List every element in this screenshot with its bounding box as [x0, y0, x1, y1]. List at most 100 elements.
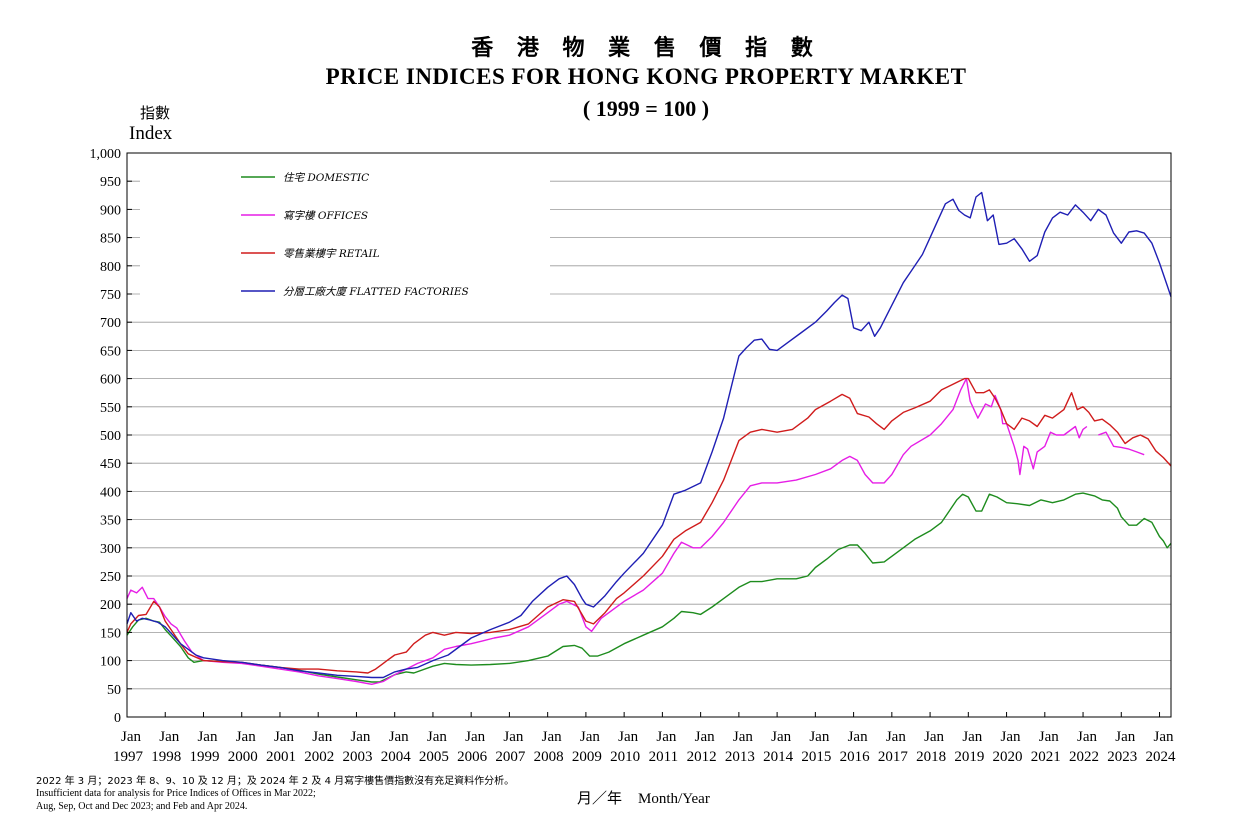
x-tick-label-month: Jan [962, 729, 982, 745]
series-line [126, 377, 1088, 685]
x-tick-label-year: 2023 [1107, 749, 1137, 765]
x-tick-label-month: Jan [656, 729, 676, 745]
x-axis-ticks: Jan 1997 Jan 1998 Jan 1999 Jan 2000 Jan 2001 Jan 20… [113, 712, 1176, 765]
x-tick-label-year: 2002 [304, 749, 334, 765]
y-axis-ticks: 0 50 100 150 200 250 300 350 400 450 500 550 600 650 7… [90, 147, 132, 726]
y-tick-label: 450 [100, 457, 121, 472]
x-tick-label-year: 2017 [878, 749, 909, 765]
x-tick-label-year: 2012 [687, 749, 717, 765]
y-tick-label: 100 [100, 655, 121, 670]
x-tick-label-year: 2016 [840, 749, 871, 765]
x-tick-label-month: Jan [542, 729, 562, 745]
x-tick-label-year: 1999 [189, 749, 219, 765]
y-tick-label: 600 [100, 373, 121, 388]
y-tick-label: 350 [100, 514, 121, 529]
x-tick-label-month: Jan [465, 729, 485, 745]
y-tick-label: 200 [100, 598, 121, 613]
x-tick-label-year: 2021 [1031, 749, 1061, 765]
x-tick-label-year: 2018 [916, 749, 946, 765]
x-tick-label-year: 2019 [954, 749, 984, 765]
x-tick-label-year: 2001 [266, 749, 296, 765]
x-tick-label-year: 2004 [381, 749, 412, 765]
y-tick-label: 1,000 [90, 147, 122, 162]
x-axis-label-chinese: 月／年 [577, 789, 623, 807]
x-tick-label-month: Jan [159, 729, 179, 745]
chart-subtitle: ( 1999 = 100 ) [582, 96, 710, 121]
x-tick-label-month: Jan [197, 729, 217, 745]
y-tick-label: 50 [107, 683, 121, 698]
x-tick-label-month: Jan [809, 729, 829, 745]
x-tick-label-month: Jan [1115, 729, 1135, 745]
series-line [1098, 431, 1145, 456]
series-line [126, 492, 1172, 683]
x-axis-label: 月／年 Month/Year [577, 787, 710, 808]
legend-label: 分層工廠大廈 FLATTED FACTORIES [283, 285, 469, 298]
note-chinese: 2022 年 3 月；2023 年 8、9、10 及 12 月；及 2024 年… [36, 776, 515, 787]
x-tick-label-month: Jan [503, 729, 523, 745]
legend-label: 住宅 DOMESTIC [283, 172, 369, 184]
y-tick-label: 0 [114, 711, 121, 726]
x-axis-label-english: Month/Year [638, 791, 710, 807]
series-line [126, 377, 1172, 674]
x-tick-label-year: 2006 [457, 749, 488, 765]
chart-title: PRICE INDICES FOR HONG KONG PROPERTY MAR… [325, 64, 967, 89]
y-tick-label: 650 [100, 344, 121, 359]
x-tick-label-year: 2024 [1146, 749, 1177, 765]
x-tick-label-year: 2000 [228, 749, 258, 765]
x-tick-label-year: 2007 [495, 749, 526, 765]
y-tick-label: 150 [100, 626, 121, 641]
legend: 住宅 DOMESTIC 寫字樓 OFFICES 零售業樓宇 RETAIL 分層工廠大廈… [140, 160, 550, 310]
x-tick-label-month: Jan [236, 729, 256, 745]
x-tick-label-year: 2015 [801, 749, 831, 765]
y-axis-label-chinese: 指數 [140, 104, 171, 122]
legend-background [140, 160, 550, 310]
x-tick-label-year: 1998 [151, 749, 181, 765]
x-tick-label-month: Jan [771, 729, 791, 745]
x-tick-label-month: Jan [121, 729, 141, 745]
x-tick-label-month: Jan [1154, 729, 1174, 745]
y-tick-label: 850 [100, 232, 121, 247]
legend-label: 零售業樓宇 RETAIL [283, 248, 380, 260]
x-tick-label-month: Jan [350, 729, 370, 745]
x-tick-label-year: 2005 [419, 749, 449, 765]
y-tick-label: 700 [100, 316, 121, 331]
x-tick-label-year: 1997 [113, 749, 144, 765]
x-tick-label-year: 2022 [1069, 749, 1099, 765]
note-english-line-2: Aug, Sep, Oct and Dec 2023; and Feb and … [36, 801, 248, 812]
y-tick-label: 550 [100, 401, 121, 416]
x-tick-label-month: Jan [1001, 729, 1021, 745]
x-tick-label-month: Jan [580, 729, 600, 745]
y-tick-label: 300 [100, 542, 121, 557]
x-tick-label-year: 2011 [649, 749, 678, 765]
x-tick-label-month: Jan [848, 729, 868, 745]
x-tick-label-year: 2008 [534, 749, 564, 765]
y-tick-label: 500 [100, 429, 121, 444]
x-tick-label-year: 2020 [993, 749, 1023, 765]
x-tick-label-month: Jan [924, 729, 944, 745]
chart-title-chinese: 香 港 物 業 售 價 指 數 [471, 36, 821, 61]
x-tick-label-month: Jan [1039, 729, 1059, 745]
x-tick-label-month: Jan [312, 729, 332, 745]
y-tick-label: 750 [100, 288, 121, 303]
legend-label: 寫字樓 OFFICES [283, 210, 368, 222]
x-tick-label-month: Jan [733, 729, 753, 745]
series-lines [126, 191, 1172, 685]
x-tick-label-month: Jan [427, 729, 447, 745]
x-tick-label-year: 2003 [342, 749, 372, 765]
x-tick-label-month: Jan [695, 729, 715, 745]
x-tick-label-year: 2010 [610, 749, 640, 765]
x-tick-label-year: 2009 [572, 749, 602, 765]
note-english-line-1: Insufficient data for analysis for Price… [36, 788, 316, 799]
y-axis-label: Index [129, 123, 173, 144]
x-tick-label-year: 2013 [725, 749, 755, 765]
x-tick-label-month: Jan [1077, 729, 1097, 745]
y-tick-label: 950 [100, 175, 121, 190]
x-tick-label-month: Jan [618, 729, 638, 745]
x-tick-label-month: Jan [886, 729, 906, 745]
x-tick-label-year: 2014 [763, 749, 794, 765]
y-tick-label: 800 [100, 260, 121, 275]
y-tick-label: 400 [100, 485, 121, 500]
y-tick-label: 900 [100, 203, 121, 218]
x-tick-label-month: Jan [274, 729, 294, 745]
